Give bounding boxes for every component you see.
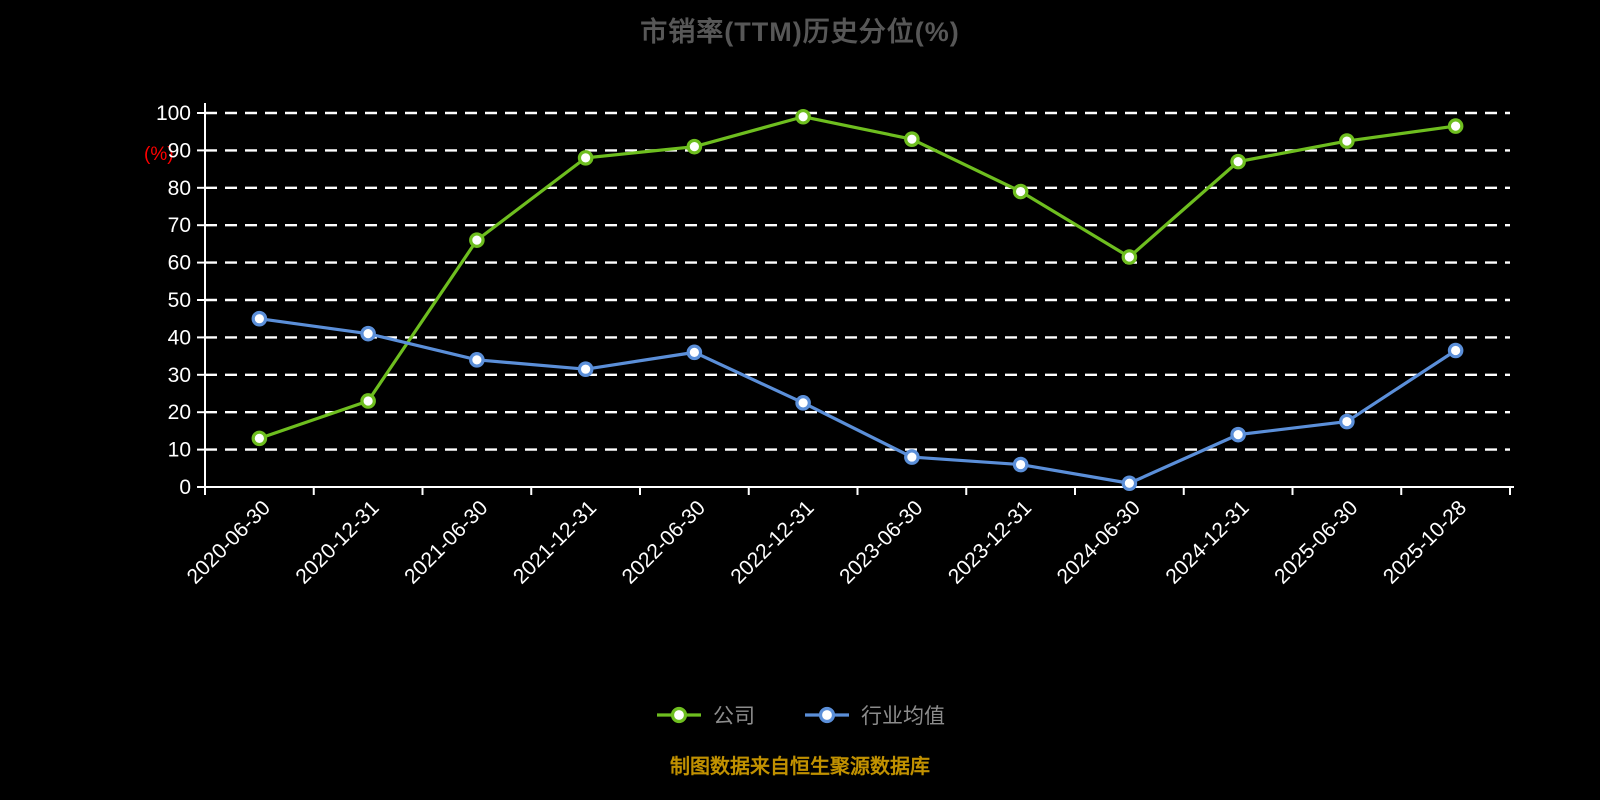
data-point[interactable] <box>1121 475 1138 492</box>
y-tick-label: 60 <box>168 252 191 275</box>
y-tick-label: 0 <box>179 476 191 499</box>
data-point[interactable] <box>686 344 703 361</box>
y-tick-label: 100 <box>156 102 191 125</box>
data-point[interactable] <box>904 449 920 465</box>
data-point[interactable] <box>1121 249 1138 265</box>
x-tick-label: 2021-06-30 <box>400 496 492 588</box>
x-tick-label: 2024-06-30 <box>1053 496 1145 588</box>
y-tick-label: 70 <box>168 214 191 237</box>
data-point[interactable] <box>1447 342 1464 359</box>
series-line-0 <box>257 115 1458 440</box>
y-tick-label: 30 <box>168 364 191 387</box>
legend-label: 公司 <box>713 705 755 728</box>
y-tick-label: 40 <box>168 326 191 349</box>
x-tick-label: 2023-06-30 <box>835 496 927 588</box>
data-point[interactable] <box>251 310 268 327</box>
data-point[interactable] <box>577 361 594 377</box>
data-point[interactable] <box>795 395 811 411</box>
data-point[interactable] <box>904 131 920 147</box>
legend-item-1[interactable]: 行业均值 <box>803 700 945 730</box>
data-point[interactable] <box>360 325 376 342</box>
y-tick-label: 50 <box>168 289 191 312</box>
legend-marker-icon <box>657 706 701 724</box>
data-point[interactable] <box>1339 133 1355 149</box>
x-tick-label: 2021-12-31 <box>509 496 601 588</box>
data-point[interactable] <box>469 352 485 368</box>
data-point[interactable] <box>1012 183 1029 200</box>
data-point[interactable] <box>360 393 376 409</box>
data-point[interactable] <box>1447 118 1464 134</box>
data-point[interactable] <box>469 232 485 248</box>
data-point[interactable] <box>686 138 703 155</box>
legend: 公司 行业均值 <box>0 700 1600 730</box>
data-point[interactable] <box>1012 456 1029 473</box>
legend-item-0[interactable]: 公司 <box>655 700 755 730</box>
data-point[interactable] <box>795 108 811 125</box>
x-tick-label: 2025-10-28 <box>1379 496 1471 588</box>
legend-marker-icon <box>805 706 849 724</box>
legend-label: 行业均值 <box>861 705 945 728</box>
x-tick-label: 2025-06-30 <box>1270 496 1362 588</box>
x-tick-label: 2020-12-31 <box>291 496 383 588</box>
series-line-1 <box>257 317 1458 485</box>
x-tick-label: 2024-12-31 <box>1161 496 1253 588</box>
data-point[interactable] <box>1339 413 1355 430</box>
data-point[interactable] <box>1230 426 1246 443</box>
x-tick-label: 2022-12-31 <box>726 496 818 588</box>
chart-title: 市销率(TTM)历史分位(%) <box>640 17 960 47</box>
data-point[interactable] <box>251 430 268 447</box>
x-tick-label: 2022-06-30 <box>618 496 710 588</box>
x-tick-label: 2020-06-30 <box>183 496 275 588</box>
y-tick-label: 80 <box>168 177 191 200</box>
footnote: 制图数据来自恒生聚源数据库 <box>670 756 930 778</box>
x-tick-label: 2023-12-31 <box>944 496 1036 588</box>
data-point[interactable] <box>577 150 594 166</box>
data-point[interactable] <box>1230 153 1246 170</box>
y-axis-unit-label: (%) <box>144 144 174 165</box>
y-tick-label: 10 <box>168 439 191 462</box>
y-tick-label: 90 <box>168 139 191 162</box>
y-tick-label: 20 <box>168 401 191 424</box>
